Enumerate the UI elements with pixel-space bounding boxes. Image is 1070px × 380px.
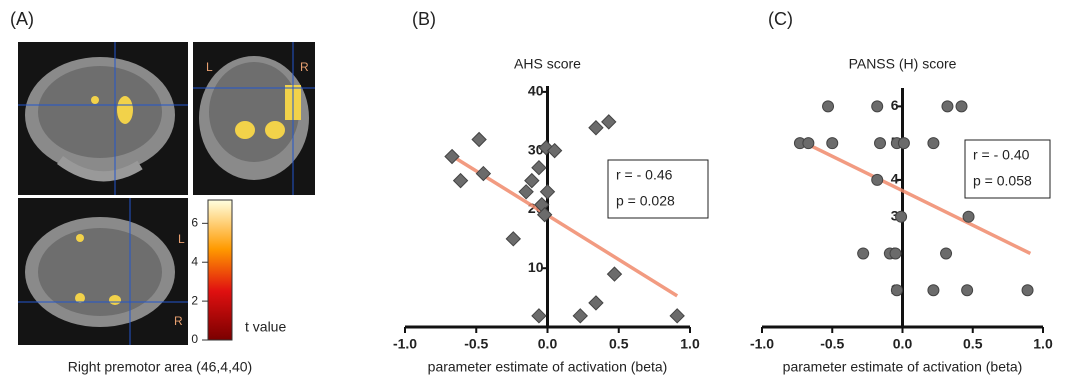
point — [670, 309, 684, 323]
point — [506, 232, 520, 246]
orientation-label: R — [174, 314, 183, 328]
panel-label: (A) — [10, 9, 34, 29]
point — [532, 161, 546, 175]
point — [573, 309, 587, 323]
x-tick-label: 1.0 — [1033, 336, 1053, 352]
y-tick-label: 6 — [891, 97, 899, 113]
point — [589, 121, 603, 135]
x-tick-label: 0.0 — [538, 336, 558, 352]
colorbar-tick-label: 6 — [191, 216, 198, 230]
point — [472, 132, 486, 146]
point — [532, 309, 546, 323]
y-tick-label: 10 — [528, 259, 544, 275]
point — [963, 211, 974, 222]
point — [607, 267, 621, 281]
point — [454, 174, 468, 188]
point — [875, 138, 886, 149]
point — [928, 285, 939, 296]
point — [890, 248, 901, 259]
colorbar — [208, 200, 232, 340]
point — [872, 174, 883, 185]
point — [941, 248, 952, 259]
panel-label: (C) — [768, 9, 793, 29]
x-axis-label: parameter estimate of activation (beta) — [783, 359, 1023, 375]
point — [602, 115, 616, 129]
x-tick-label: -1.0 — [393, 336, 417, 352]
point — [823, 101, 834, 112]
colorbar-tick-label: 4 — [191, 254, 198, 268]
x-tick-label: -1.0 — [750, 336, 774, 352]
chart-title: AHS score — [514, 56, 581, 72]
chart-title: PANSS (H) score — [849, 56, 957, 72]
x-tick-label: -0.5 — [820, 336, 844, 352]
x-tick-label: 0.0 — [893, 336, 913, 352]
point — [445, 150, 459, 164]
annotation: p = 0.058 — [973, 173, 1032, 189]
orientation-label: L — [178, 232, 185, 246]
panel-label: (B) — [412, 9, 436, 29]
point — [928, 138, 939, 149]
point — [541, 185, 555, 199]
orientation-label: L — [206, 60, 213, 74]
y-tick-label: 40 — [528, 83, 544, 99]
point — [827, 138, 838, 149]
point — [962, 285, 973, 296]
x-tick-label: -0.5 — [464, 336, 488, 352]
annotation: r = - 0.46 — [616, 167, 673, 183]
colorbar-tick-label: 0 — [191, 332, 198, 346]
point — [942, 101, 953, 112]
x-tick-label: 1.0 — [680, 336, 700, 352]
point — [898, 138, 909, 149]
annotation: r = - 0.40 — [973, 147, 1030, 163]
x-tick-label: 0.5 — [963, 336, 983, 352]
point — [803, 138, 814, 149]
colorbar-tick-label: 2 — [191, 293, 198, 307]
x-tick-label: 0.5 — [609, 336, 629, 352]
point — [956, 101, 967, 112]
point — [891, 285, 902, 296]
caption: Right premotor area (46,4,40) — [68, 359, 252, 375]
annotation: p = 0.028 — [616, 193, 675, 209]
brain-images — [18, 42, 315, 345]
orientation-label: R — [300, 60, 309, 74]
point — [1022, 285, 1033, 296]
x-axis-label: parameter estimate of activation (beta) — [428, 359, 668, 375]
colorbar-label: t value — [245, 319, 286, 335]
point — [858, 248, 869, 259]
point — [872, 101, 883, 112]
figure: (A) Right premotor area (46,4,40)LRLR024… — [0, 0, 1070, 380]
point — [896, 211, 907, 222]
point — [589, 296, 603, 310]
